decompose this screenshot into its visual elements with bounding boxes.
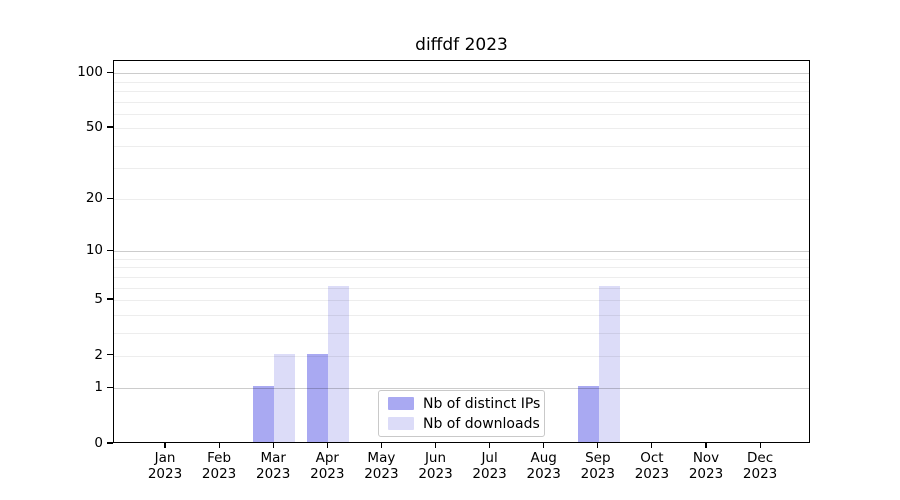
- x-tick-month: Apr: [315, 450, 339, 466]
- bar-downloads-apr: [328, 285, 350, 442]
- x-tick-month: Sep: [585, 450, 611, 466]
- x-tick-year: 2023: [688, 466, 724, 482]
- x-tick-label-jul: Jul 2023: [462, 450, 518, 482]
- bar-distinct-ips-mar: [253, 386, 275, 442]
- x-tick-year: 2023: [147, 466, 183, 482]
- x-tick-mark-may: [380, 443, 382, 448]
- y-tick-mark-100: [107, 71, 113, 73]
- x-tick-mark-jan: [164, 443, 166, 448]
- x-tick-month: Aug: [530, 450, 557, 466]
- legend-label: Nb of downloads: [423, 415, 540, 432]
- x-tick-year: 2023: [418, 466, 453, 482]
- x-tick-mark-nov: [705, 443, 707, 448]
- x-tick-label-dec: Dec 2023: [732, 450, 788, 482]
- x-tick-mark-dec: [759, 443, 761, 448]
- legend: Nb of distinct IPs Nb of downloads: [378, 390, 545, 437]
- x-tick-year: 2023: [742, 466, 778, 482]
- x-tick-mark-aug: [543, 443, 545, 448]
- y-tick-mark-0: [107, 442, 113, 444]
- x-tick-label-oct: Oct 2023: [624, 450, 680, 482]
- legend-swatch-downloads: [388, 417, 414, 430]
- x-tick-label-aug: Aug 2023: [516, 450, 572, 482]
- legend-item-distinct-ips: Nb of distinct IPs: [388, 396, 540, 412]
- x-tick-label-mar: Mar 2023: [245, 450, 301, 482]
- x-tick-month: Jul: [481, 450, 498, 466]
- y-tick-mark-10: [107, 249, 113, 251]
- x-tick-month: Feb: [207, 450, 232, 466]
- bar-downloads-sep: [598, 285, 620, 442]
- x-tick-year: 2023: [201, 466, 237, 482]
- y-tick-label-0: 0: [94, 435, 103, 451]
- y-tick-label-100: 100: [77, 64, 103, 81]
- x-tick-mark-sep: [597, 443, 599, 448]
- x-tick-label-sep: Sep 2023: [570, 450, 626, 482]
- y-tick-mark-2: [107, 354, 113, 356]
- x-tick-year: 2023: [580, 466, 615, 482]
- x-tick-mark-jun: [434, 443, 437, 448]
- x-tick-year: 2023: [634, 466, 670, 482]
- x-tick-label-jun: Jun 2023: [408, 450, 464, 482]
- x-tick-year: 2023: [310, 466, 345, 482]
- x-tick-mark-apr: [326, 443, 328, 448]
- x-tick-label-nov: Nov 2023: [678, 450, 734, 482]
- x-tick-year: 2023: [526, 466, 561, 482]
- x-tick-mark-oct: [651, 443, 653, 448]
- x-tick-label-may: May 2023: [353, 450, 409, 482]
- y-tick-label-1: 1: [94, 379, 103, 396]
- y-tick-label-10: 10: [85, 242, 103, 259]
- plot-area: [113, 60, 810, 443]
- legend-item-downloads: Nb of downloads: [388, 416, 540, 432]
- x-tick-month: May: [367, 450, 396, 466]
- legend-swatch-distinct-ips: [388, 397, 414, 410]
- y-tick-mark-20: [107, 197, 113, 199]
- x-tick-month: Nov: [692, 450, 720, 466]
- bar-distinct-ips-sep: [577, 386, 599, 442]
- bar-distinct-ips-apr: [307, 353, 329, 442]
- bars-layer: [114, 61, 809, 442]
- y-tick-label-20: 20: [85, 190, 103, 207]
- y-tick-label-50: 50: [85, 119, 103, 136]
- y-tick-label-2: 2: [94, 346, 103, 363]
- chart-title: diffdf 2023: [415, 35, 508, 55]
- x-tick-month: Jan: [154, 450, 176, 466]
- x-tick-year: 2023: [472, 466, 507, 482]
- x-tick-mark-jul: [489, 443, 491, 448]
- y-tick-label-5: 5: [94, 291, 103, 308]
- x-tick-year: 2023: [364, 466, 399, 482]
- y-tick-mark-1: [107, 386, 113, 388]
- x-tick-month: Mar: [260, 450, 286, 466]
- x-tick-label-apr: Apr 2023: [299, 450, 355, 482]
- x-tick-year: 2023: [256, 466, 291, 482]
- x-tick-month: Oct: [640, 450, 664, 466]
- x-tick-label-feb: Feb 2023: [191, 450, 247, 482]
- legend-label: Nb of distinct IPs: [423, 395, 541, 412]
- y-tick-mark-5: [107, 298, 113, 300]
- x-tick-label-jan: Jan 2023: [137, 450, 193, 482]
- x-tick-mark-feb: [218, 443, 220, 448]
- x-tick-month: Jun: [424, 450, 447, 466]
- x-tick-mark-mar: [272, 443, 274, 448]
- x-tick-month: Dec: [747, 450, 774, 466]
- y-tick-mark-50: [107, 126, 113, 128]
- bar-downloads-mar: [274, 353, 296, 442]
